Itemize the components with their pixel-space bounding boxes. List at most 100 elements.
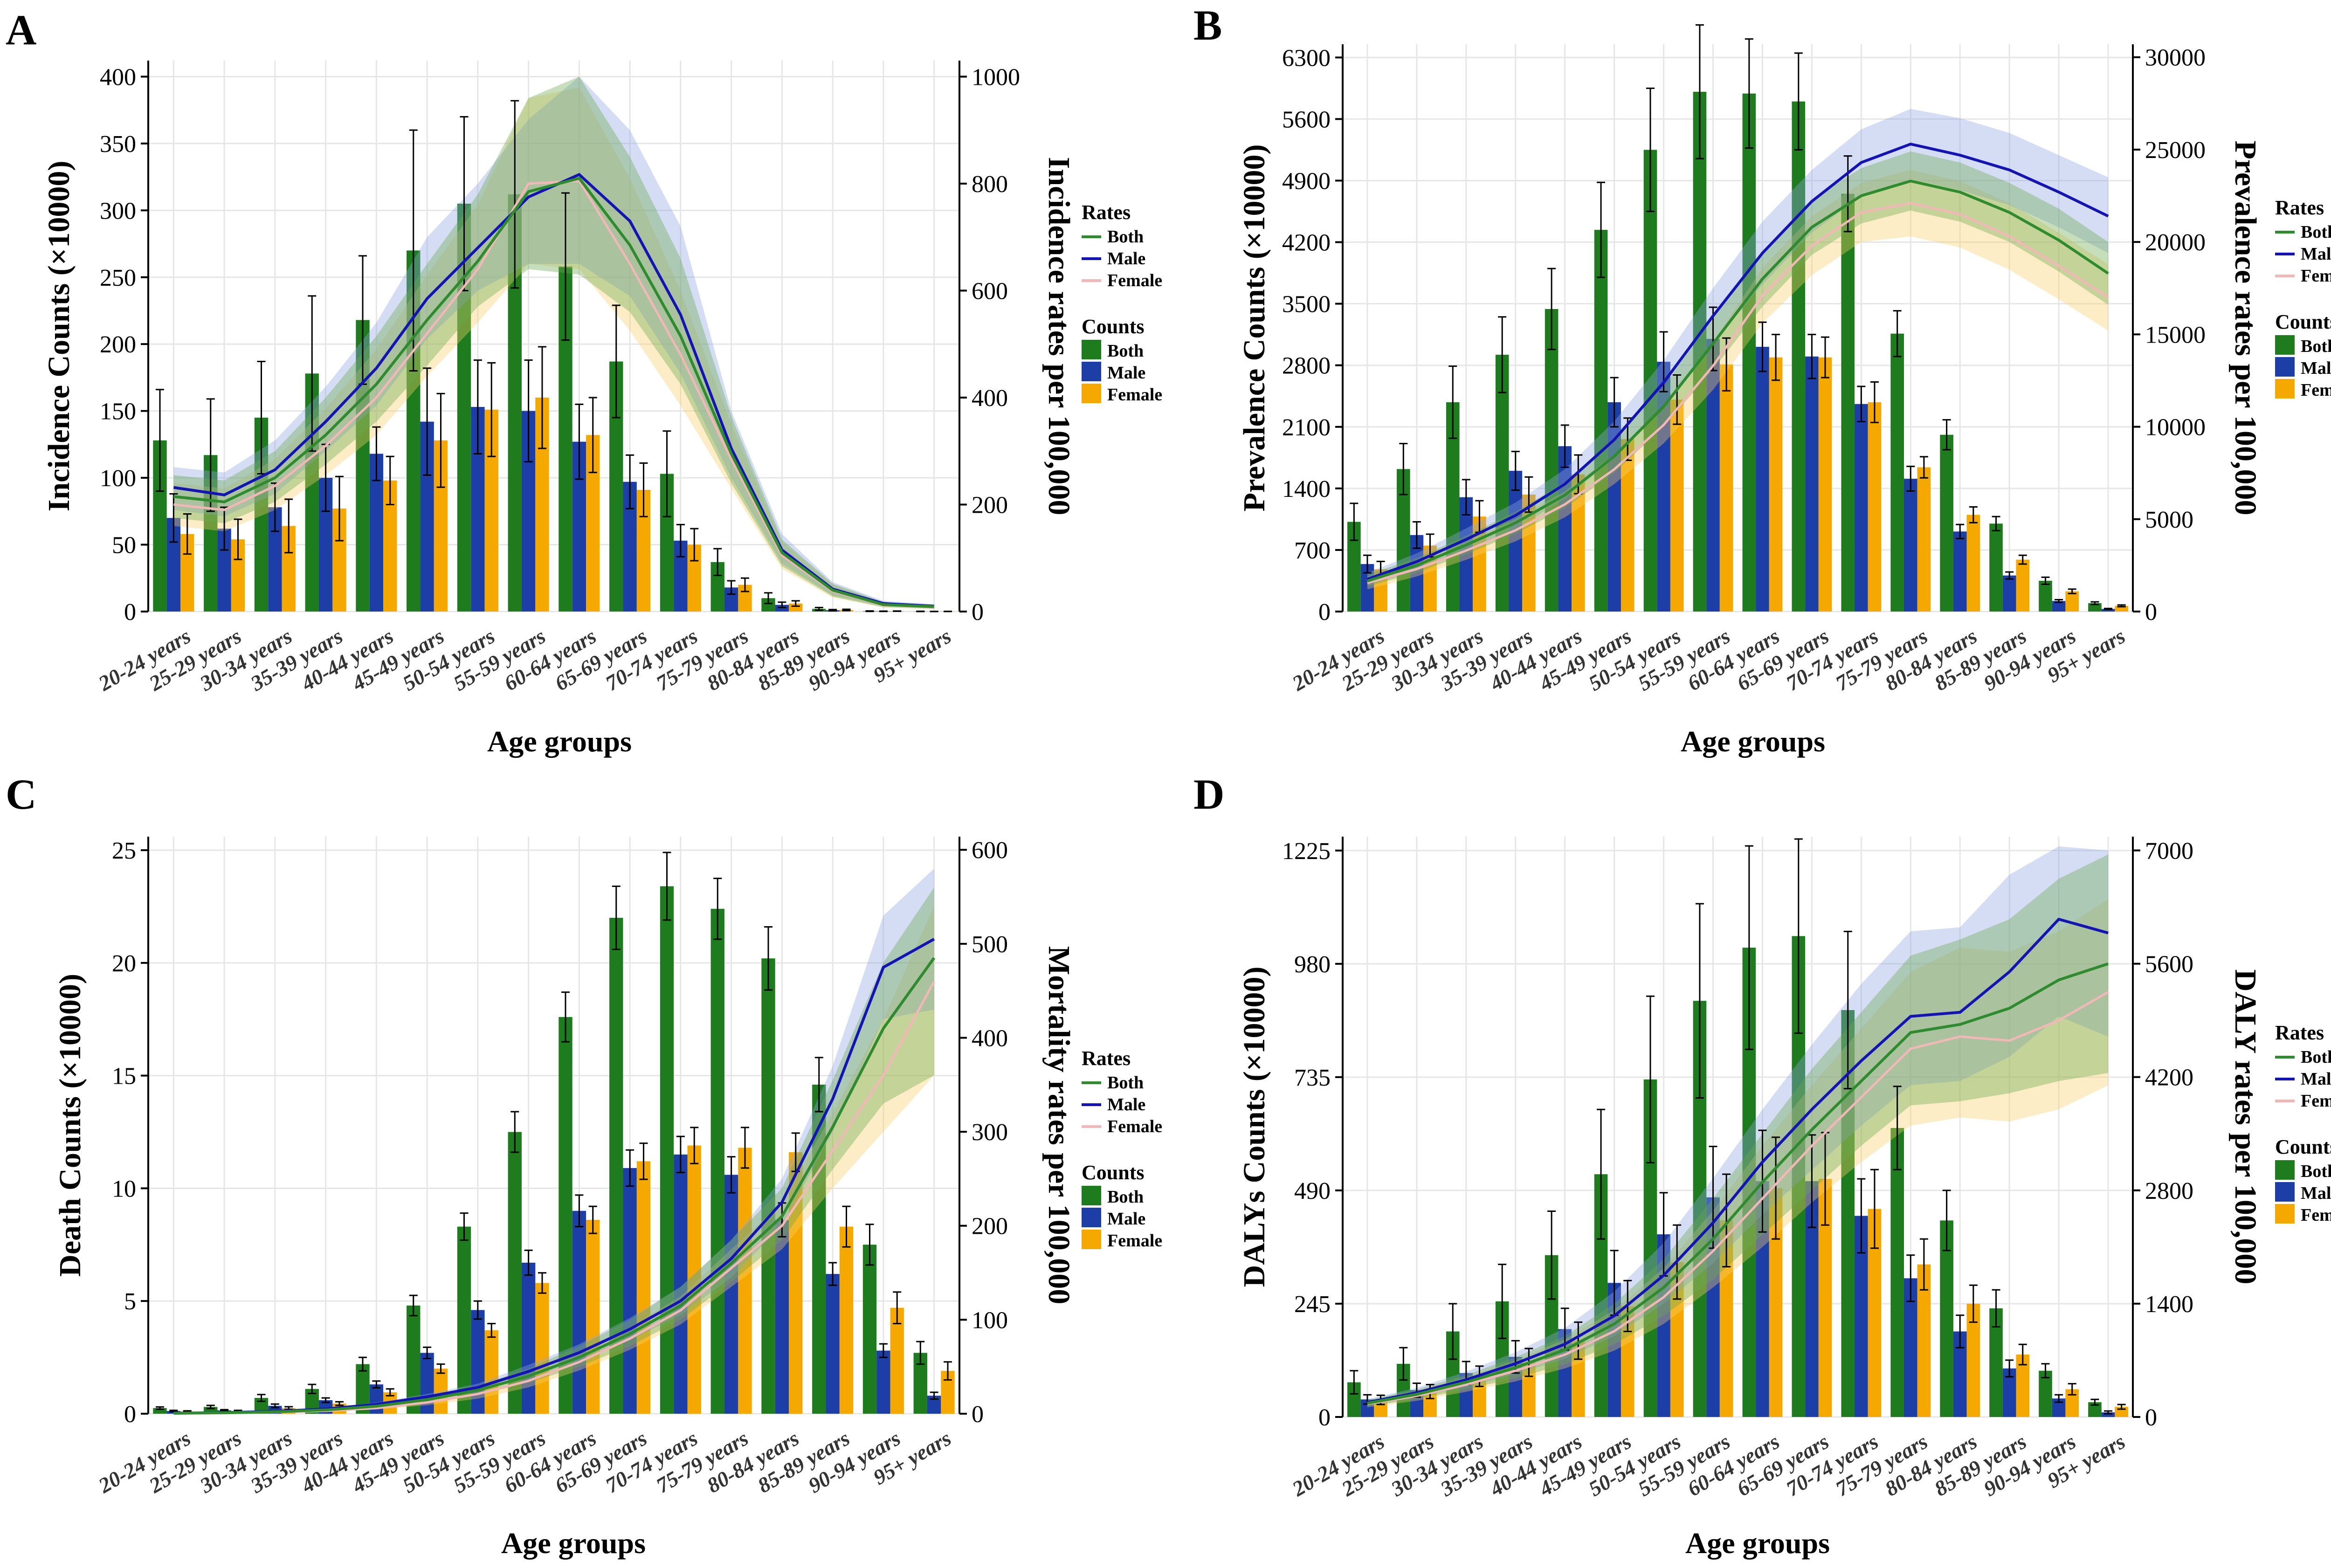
legend-label-count-female: Female	[2301, 1205, 2331, 1225]
y-tick-label-left: 5	[124, 1288, 136, 1315]
bar-both	[457, 1226, 471, 1414]
x-axis-title: Age groups	[487, 725, 632, 758]
legend-swatch-both	[1082, 340, 1101, 359]
y-axis-title-left: Prevalence Counts (×10000)	[1237, 144, 1271, 512]
y-tick-label-left: 2800	[1282, 353, 1331, 379]
x-axis-title: Age groups	[1681, 725, 1825, 758]
bar-both	[1643, 150, 1657, 612]
legend-label-rate-male: Male	[1107, 249, 1145, 268]
bar-female	[434, 1369, 448, 1414]
bar-both	[559, 1017, 572, 1414]
legend-swatch-male	[2275, 1182, 2295, 1202]
y-tick-label-left: 400	[100, 64, 136, 90]
legend-swatch-male	[2275, 357, 2295, 377]
bar-female	[839, 1226, 854, 1414]
bar-both	[862, 1245, 877, 1414]
bar-male	[1706, 339, 1720, 612]
bar-both	[660, 886, 674, 1414]
x-axis-title: Age groups	[501, 1527, 646, 1560]
bar-both	[812, 1084, 826, 1414]
legend-label-count-both: Both	[2301, 1162, 2331, 1181]
y-tick-label-left: 100	[100, 465, 136, 492]
legend-swatch-both	[1082, 1186, 1101, 1205]
bar-female	[1719, 364, 1733, 612]
bar-both	[609, 918, 623, 1414]
legend-title-counts: Counts	[2275, 310, 2331, 333]
bar-female	[890, 1307, 904, 1414]
legend-label-count-both: Both	[1107, 1187, 1144, 1207]
legend-label-rate-both: Both	[1107, 1073, 1144, 1093]
y-tick-label-left: 300	[100, 198, 136, 224]
plot-area	[148, 61, 959, 612]
legend-swatch-female	[1082, 1230, 1101, 1249]
y-tick-label-right: 25000	[2145, 137, 2206, 164]
y-tick-label-right: 10000	[2145, 414, 2206, 441]
bar-male	[1558, 446, 1572, 612]
bar-female	[1966, 515, 1980, 612]
y-tick-label-left: 15	[112, 1063, 136, 1090]
y-tick-label-left: 250	[100, 265, 136, 291]
bar-female	[586, 1220, 600, 1414]
bar-male	[521, 1262, 536, 1414]
bar-male	[1459, 497, 1473, 612]
y-tick-label-left: 5600	[1282, 106, 1331, 133]
bar-female	[1917, 467, 1931, 612]
bar-male	[623, 1168, 637, 1414]
y-tick-label-right: 15000	[2145, 322, 2206, 348]
bar-female	[535, 1283, 549, 1414]
y-tick-label-left: 25	[112, 838, 136, 864]
bar-male	[471, 1310, 485, 1414]
bar-both	[1940, 1220, 1953, 1417]
y-tick-label-left: 245	[1294, 1291, 1331, 1318]
rate-line-both	[173, 957, 936, 1415]
y-tick-label-left: 0	[1318, 599, 1331, 626]
y-tick-label-right: 1400	[2145, 1291, 2193, 1318]
y-tick-label-left: 2100	[1282, 414, 1331, 441]
y-tick-label-left: 490	[1294, 1178, 1331, 1204]
y-tick-label-left: 980	[1294, 951, 1331, 978]
legend-title-rates: Rates	[2275, 1021, 2324, 1044]
legend-label-rate-both: Both	[2301, 1047, 2331, 1067]
rate-line-both	[1367, 962, 2109, 1405]
bar-male	[2101, 609, 2115, 612]
y-tick-label-left: 350	[100, 131, 136, 158]
bar-female	[1769, 357, 1783, 612]
x-axis-title: Age groups	[1685, 1527, 1830, 1560]
y-tick-label-left: 0	[124, 599, 136, 626]
legend-label-count-female: Female	[1107, 1231, 1162, 1251]
legend-label-rate-male: Male	[2301, 1069, 2331, 1089]
y-tick-label-right: 600	[972, 278, 1008, 304]
y-tick-label-left: 150	[100, 399, 136, 425]
legend-swatch-male	[1082, 362, 1101, 381]
bar-both	[710, 908, 724, 1414]
bar-male	[775, 1220, 789, 1414]
legend-label-rate-male: Male	[2301, 244, 2331, 264]
bar-female	[687, 1145, 701, 1414]
rate-line-both	[1367, 179, 2109, 583]
y-tick-label-left: 6300	[1282, 45, 1331, 71]
rate-line-both	[173, 177, 934, 608]
bar-male	[572, 1210, 586, 1414]
bar-both	[1742, 93, 1756, 612]
bar-male	[2052, 601, 2066, 612]
bar-both	[1940, 434, 1953, 612]
y-tick-label-right: 0	[2145, 1404, 2157, 1431]
legend-swatch-male	[1082, 1208, 1101, 1227]
legend-label-rate-female: Female	[2301, 266, 2331, 286]
legend-title-counts: Counts	[1082, 315, 1145, 338]
y-tick-label-left: 50	[112, 532, 136, 559]
y-tick-label-right: 20000	[2145, 229, 2206, 256]
bar-both	[1841, 193, 1855, 612]
bar-both	[1890, 1128, 1904, 1417]
panel-a-incidence: 0 50 100 150 200 250 300 350 400 0 200 400 600 800 100…	[42, 61, 1162, 758]
bar-male	[1607, 402, 1621, 612]
legend-title-counts: Counts	[1082, 1161, 1145, 1184]
legend-label-count-male: Male	[1107, 1209, 1145, 1229]
bar-female	[484, 1330, 498, 1414]
legend-label-rate-female: Female	[2301, 1091, 2331, 1111]
legend-label-count-female: Female	[1107, 385, 1162, 405]
bar-female	[2016, 559, 2030, 612]
legend-swatch-female	[2275, 379, 2295, 399]
bar-male	[1855, 404, 1868, 612]
